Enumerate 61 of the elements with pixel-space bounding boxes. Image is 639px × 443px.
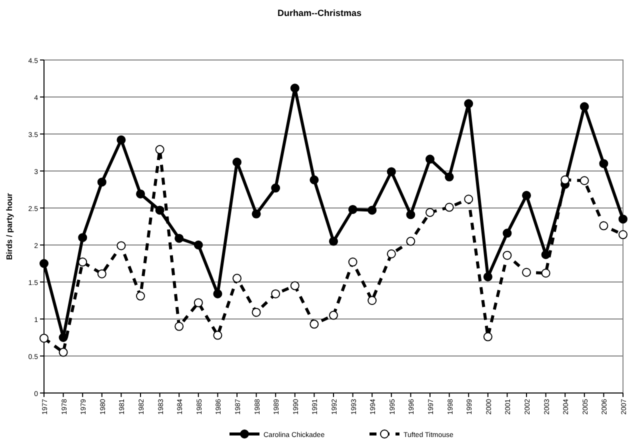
point [155, 206, 164, 215]
point [136, 292, 145, 301]
point [444, 202, 454, 212]
point [58, 348, 68, 357]
point [348, 204, 358, 214]
point [599, 221, 608, 230]
point [406, 236, 416, 246]
point [502, 228, 512, 238]
point [483, 332, 492, 342]
point [580, 176, 589, 186]
point [232, 158, 242, 167]
point [97, 269, 106, 278]
point [464, 194, 474, 204]
point [329, 310, 338, 320]
point [252, 209, 261, 218]
point [116, 135, 126, 144]
point [329, 236, 338, 246]
point [618, 230, 628, 240]
point [522, 268, 531, 277]
point [78, 258, 88, 267]
point [213, 289, 222, 298]
point [40, 259, 48, 268]
point [194, 240, 203, 250]
point [194, 298, 203, 308]
point [386, 167, 396, 176]
point [368, 296, 377, 305]
point [78, 233, 88, 242]
point [618, 214, 628, 224]
point [290, 281, 300, 290]
point [426, 154, 434, 164]
point [155, 145, 164, 154]
point [483, 272, 492, 282]
point [136, 189, 145, 198]
point [310, 175, 319, 184]
point [116, 241, 126, 250]
point [386, 249, 396, 258]
point [40, 334, 48, 343]
chart-title: Durham--Christmas [277, 8, 362, 18]
point [174, 234, 184, 243]
point [174, 322, 184, 331]
point [97, 178, 106, 187]
point [213, 330, 222, 340]
point [348, 258, 358, 267]
point [541, 268, 550, 278]
point [271, 289, 280, 298]
point [252, 308, 261, 317]
y-axis-title: Birds / party hour [5, 193, 14, 260]
point [310, 320, 319, 329]
point [426, 208, 434, 217]
point [406, 210, 416, 220]
point [599, 159, 608, 168]
point [444, 172, 454, 182]
point [232, 274, 242, 283]
point [522, 190, 531, 200]
point [290, 84, 300, 93]
point [271, 184, 280, 193]
point [368, 206, 377, 215]
point [560, 175, 570, 184]
point [580, 102, 589, 112]
point [502, 250, 512, 260]
point [464, 99, 474, 108]
